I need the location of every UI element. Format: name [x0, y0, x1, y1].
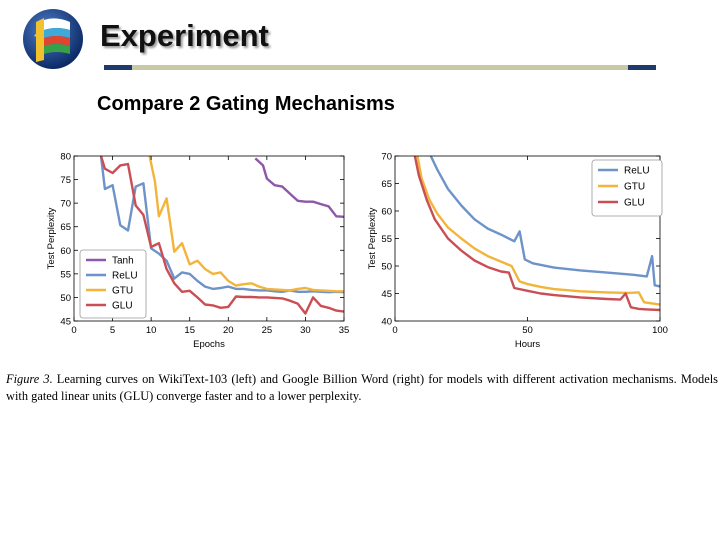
y-tick-label: 65: [60, 222, 71, 233]
x-tick-label: 15: [184, 325, 195, 336]
series-line-gtu: [416, 156, 660, 306]
wikitext-chart: 0 5 10 15 20 25 30 35 45 50 55 60 65 70 75 80 Epochs Test…: [44, 140, 360, 357]
y-tick-label: 40: [381, 317, 392, 328]
x-tick-label: 50: [522, 325, 533, 336]
legend-label-glu: GLU: [624, 198, 645, 209]
y-tick-label: 60: [381, 207, 392, 218]
slide-subtitle: Compare 2 Gating Mechanisms: [97, 93, 395, 115]
y-tick-label: 70: [381, 152, 392, 163]
x-tick-label: 25: [262, 325, 273, 336]
y-tick-label: 45: [60, 317, 71, 328]
y-tick-label: 75: [60, 175, 71, 186]
plot-frame: [73, 155, 345, 322]
x-tick-label: 5: [110, 325, 115, 336]
y-tick-label: 55: [60, 269, 71, 280]
x-tick-label: 0: [71, 325, 76, 336]
legend-label-gtu: GTU: [624, 182, 645, 193]
series-line-tanh: [254, 157, 344, 218]
x-tick-label: 20: [223, 325, 234, 336]
series-line-relu: [429, 156, 660, 288]
x-axis-label: Epochs: [193, 339, 225, 350]
y-axis-label: Test Perplexity: [46, 207, 57, 269]
slide-title: Experiment: [100, 18, 269, 53]
figure-label: Figure 3.: [6, 372, 53, 386]
caption-text: Learning curves on WikiText-103 (left) a…: [6, 372, 719, 403]
series-line-glu: [99, 156, 344, 315]
legend-label-relu: ReLU: [112, 271, 138, 282]
y-tick-label: 45: [381, 289, 392, 300]
y-tick-label: 55: [381, 234, 392, 245]
legend-label-relu: ReLU: [624, 166, 650, 177]
series-line-glu: [413, 156, 660, 312]
y-tick-label: 50: [381, 262, 392, 273]
figure-caption: Figure 3. Learning curves on WikiText-10…: [6, 371, 718, 405]
legend-label-tanh: Tanh: [112, 256, 134, 267]
y-tick-label: 80: [60, 152, 71, 163]
y-tick-label: 50: [60, 293, 71, 304]
y-tick-label: 65: [381, 179, 392, 190]
gbw-chart-svg: 0 50 100 40 45 50 55 60 65 70 Hours Test Perplexity…: [367, 152, 668, 351]
rule-cap-left: [104, 65, 132, 70]
wikitext-chart-svg: 0 5 10 15 20 25 30 35 45 50 55 60 65 70 75 80 Epochs Test…: [46, 152, 350, 351]
x-tick-label: 10: [146, 325, 157, 336]
legend-label-gtu: GTU: [112, 286, 133, 297]
x-tick-label: 0: [392, 325, 397, 336]
x-axis-label: Hours: [515, 339, 541, 350]
x-tick-label: 35: [339, 325, 350, 336]
x-tick-label: 100: [652, 325, 668, 336]
legend-box: [79, 249, 147, 319]
x-tick-label: 30: [300, 325, 311, 336]
y-axis-label: Test Perplexity: [367, 207, 378, 269]
series-line-relu: [99, 156, 344, 294]
series-line-gtu: [148, 156, 344, 293]
rule-cap-right: [628, 65, 656, 70]
title-rule: [104, 65, 656, 70]
y-tick-label: 60: [60, 246, 71, 257]
y-tick-label: 70: [60, 199, 71, 210]
university-logo: [22, 8, 84, 70]
gbw-chart: 0 50 100 40 45 50 55 60 65 70 Hours Test Perplexity…: [362, 140, 678, 357]
legend-label-glu: GLU: [112, 301, 133, 312]
